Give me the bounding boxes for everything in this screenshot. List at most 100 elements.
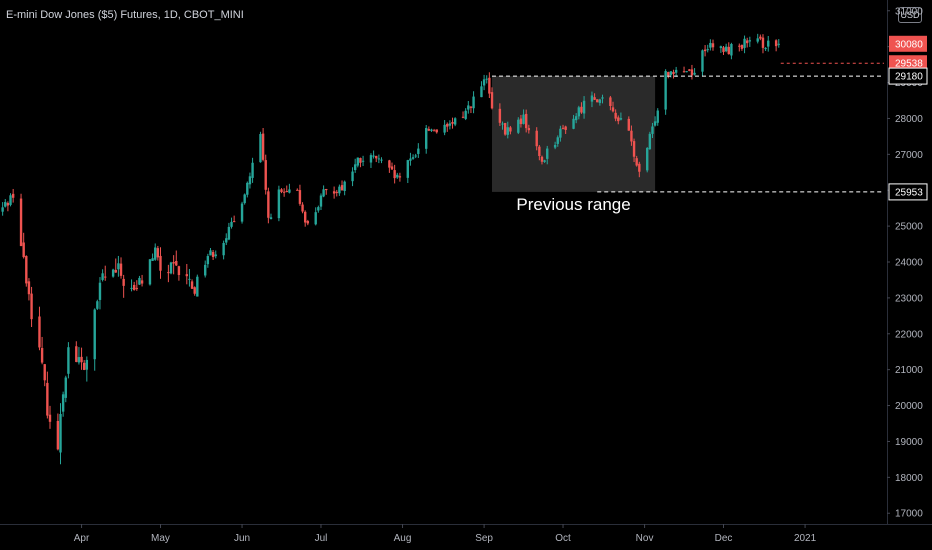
candle-body (185, 274, 188, 277)
candle-body (451, 121, 454, 124)
candle-body (693, 72, 696, 75)
candle-body (601, 97, 604, 99)
candle-body (296, 189, 299, 191)
candle-body (243, 194, 246, 204)
candle-body (719, 46, 723, 49)
candle-body (138, 277, 141, 285)
candle-body (611, 107, 615, 112)
candle-body (325, 188, 328, 191)
candle-body (132, 284, 136, 290)
candle-body (214, 254, 217, 257)
candle-body (298, 190, 302, 204)
candle-body (140, 280, 144, 284)
candle-body (248, 176, 252, 185)
y-tick-label: 28000 (895, 114, 923, 125)
candle-body (61, 394, 65, 412)
candle-body (501, 123, 504, 125)
candle-body (467, 105, 470, 110)
candle-body (130, 287, 133, 289)
x-tick-label: Apr (74, 533, 90, 544)
candle-body (524, 113, 528, 129)
candle-body (159, 255, 162, 271)
candle-body (80, 356, 83, 363)
candle-body (251, 162, 254, 178)
y-tick-label: 21000 (895, 365, 923, 376)
candle-body (767, 40, 770, 47)
candle-body (122, 278, 125, 286)
candle-body (154, 247, 157, 260)
candle-body (104, 276, 107, 278)
candle-body (261, 133, 265, 160)
candle-body (353, 164, 357, 171)
candle-body (4, 202, 7, 207)
candle-body (574, 116, 578, 121)
candle-body (559, 128, 562, 138)
candle-body (43, 364, 46, 381)
price-label-box (889, 35, 927, 52)
candle-body (430, 129, 433, 131)
candle-body (564, 126, 567, 130)
candle-body (701, 50, 704, 72)
candle-body (651, 126, 654, 134)
candle-body (759, 36, 762, 39)
previous-range-box[interactable] (491, 76, 656, 192)
y-tick-label: 23000 (895, 293, 923, 304)
y-tick-label: 25000 (895, 222, 923, 233)
candle-body (482, 79, 486, 86)
candle-body (480, 86, 483, 98)
candle-body (1, 207, 4, 212)
x-tick-label: Jun (234, 533, 250, 544)
candle-body (653, 121, 657, 126)
candle-body (556, 137, 559, 144)
y-tick-label: 20000 (895, 401, 923, 412)
candle-body (230, 221, 233, 227)
candle-body (503, 123, 507, 135)
candle-body (656, 110, 659, 123)
candle-body (748, 40, 752, 42)
candle-body (343, 181, 346, 192)
candle-body (25, 255, 28, 284)
x-tick-label: Dec (715, 533, 733, 544)
candle-body (172, 262, 175, 264)
candle-body (414, 155, 417, 157)
candle-body (706, 49, 709, 51)
candle-body (30, 293, 33, 320)
candle-body (375, 155, 378, 159)
candle-body (167, 272, 170, 274)
price-label-box (888, 67, 928, 85)
currency-selector[interactable]: USD (898, 7, 922, 23)
candle-body (40, 348, 44, 363)
candle-body (617, 117, 620, 122)
candle-body (6, 203, 10, 206)
candle-body (669, 71, 673, 75)
candle-body (340, 185, 344, 191)
candle-body (119, 263, 123, 276)
candle-body (277, 189, 281, 219)
candle-body (369, 155, 373, 163)
candle-body (151, 258, 154, 261)
candle-body (206, 256, 210, 265)
chart-title: E-mini Dow Jones ($5) Futures, 1D, CBOT_… (6, 9, 244, 21)
y-tick-label: 19000 (895, 437, 923, 448)
candle-body (67, 347, 70, 374)
candle-body (593, 97, 596, 100)
candle-body (409, 158, 412, 161)
candle-body (490, 92, 494, 109)
candle-body (453, 118, 457, 125)
candle-body (267, 191, 270, 218)
candle-body (730, 43, 733, 56)
candle-body (96, 301, 99, 309)
candle-body (722, 47, 725, 52)
x-tick-label: Jul (315, 533, 328, 544)
candle-body (301, 204, 304, 212)
candle-body (638, 163, 641, 172)
candle-body (390, 166, 394, 170)
candle-body (232, 221, 236, 223)
candle-body (359, 158, 362, 163)
time-axis[interactable]: Apr May Jun Jul Aug Sep Oct Nov Dec 2021 (74, 524, 817, 544)
candle-body (322, 189, 325, 197)
candle-body (472, 96, 475, 109)
candle-body (727, 46, 730, 55)
candle-body (19, 198, 23, 246)
